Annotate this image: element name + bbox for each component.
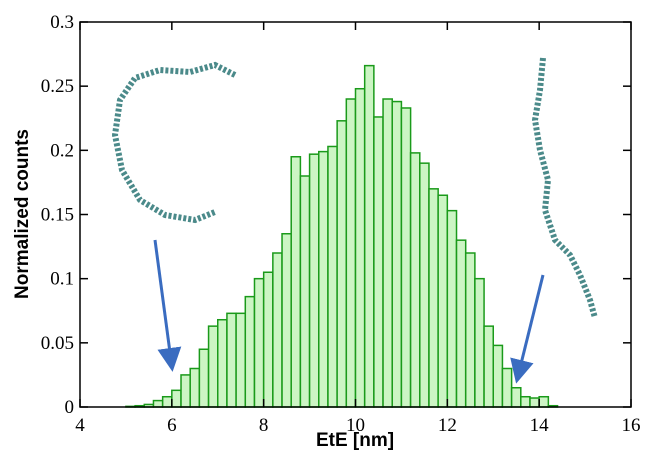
bar: [290, 156, 302, 408]
molecule-right: [531, 57, 598, 319]
bar: [464, 252, 476, 408]
y-tick-label: 0.15: [41, 205, 74, 226]
bar: [428, 188, 439, 408]
bar: [363, 64, 375, 408]
bar: [217, 318, 228, 408]
bar: [474, 277, 485, 408]
bar: [501, 367, 513, 408]
x-tick-label: 14: [530, 415, 550, 436]
bar: [446, 209, 458, 408]
bar: [327, 145, 338, 408]
y-tick-label: 0.2: [50, 140, 74, 161]
molecule-left: [111, 61, 237, 224]
x-tick-label: 16: [622, 415, 641, 436]
bar: [171, 389, 182, 408]
x-tick-label: 6: [167, 415, 177, 436]
bar: [400, 107, 412, 408]
bar: [538, 395, 550, 408]
y-tick-label: 0.3: [50, 12, 74, 33]
bar: [510, 387, 522, 408]
bar: [189, 367, 201, 408]
bar: [152, 399, 164, 408]
bar: [262, 271, 274, 408]
bar: [529, 397, 540, 408]
bar: [235, 312, 247, 408]
bar: [207, 325, 219, 408]
arrow-right: [510, 274, 545, 384]
bar: [198, 348, 210, 408]
bar: [244, 295, 256, 408]
bar: [419, 162, 430, 408]
bar: [299, 175, 311, 408]
y-axis-label: Normalized counts: [12, 129, 33, 299]
bar: [180, 374, 191, 408]
arrow-left: [153, 239, 182, 372]
bar: [483, 325, 495, 408]
x-tick-label: 10: [346, 415, 365, 436]
bar: [161, 395, 173, 408]
y-tick-label: 0.25: [41, 76, 74, 97]
x-axis-label: EtE [nm]: [316, 430, 394, 451]
bar: [520, 395, 531, 408]
bar: [354, 87, 366, 408]
x-tick-label: 4: [75, 415, 85, 436]
y-tick-label: 0.1: [50, 269, 74, 290]
bar: [455, 239, 467, 408]
y-tick-label: 0.05: [41, 333, 74, 354]
bar: [272, 252, 283, 408]
bar: [308, 153, 320, 408]
bar: [281, 233, 292, 408]
y-tick-label: 0: [65, 397, 75, 418]
bar: [391, 100, 403, 408]
bar: [345, 98, 357, 408]
bar: [336, 120, 348, 408]
bar: [373, 116, 384, 408]
bar: [409, 152, 421, 408]
x-tick-label: 8: [259, 415, 269, 436]
bar: [492, 344, 504, 408]
bar: [226, 312, 237, 408]
bar: [318, 150, 329, 408]
bar: [437, 194, 449, 408]
x-tick-label: 12: [438, 415, 457, 436]
bar: [253, 277, 265, 408]
bar: [382, 98, 393, 408]
